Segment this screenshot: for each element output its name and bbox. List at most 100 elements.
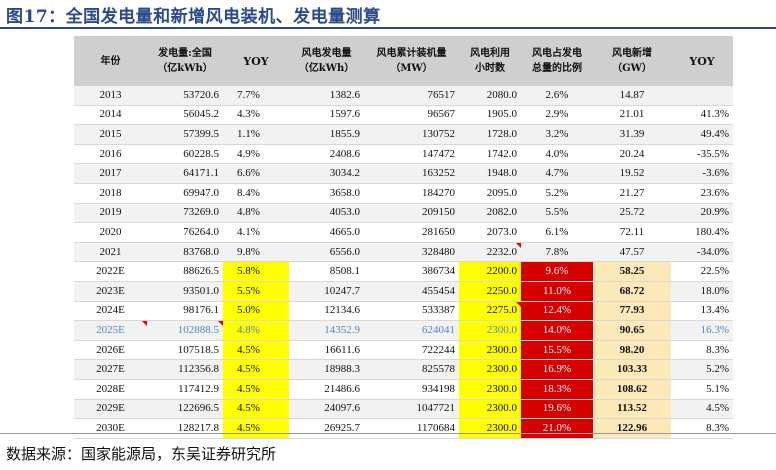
- wind-share-cell: 18.3%: [521, 379, 593, 400]
- cumulative-capacity-cell: 147472: [364, 144, 459, 165]
- generation-yoy-cell: 6.6%: [223, 163, 289, 184]
- table-row: 2015 57399.5 1.1% 1855.9 130752 1728.0 3.2% 31.…: [74, 124, 733, 145]
- generation-cell: 83768.0: [147, 242, 223, 263]
- utilization-hours-cell: 2300.0: [459, 320, 521, 341]
- utilization-hours-cell: 2082.0: [459, 203, 521, 224]
- header-generation-yoy: YOY: [223, 36, 289, 86]
- generation-yoy-cell: 4.3%: [223, 105, 289, 126]
- new-capacity-cell: 14.87: [593, 86, 671, 106]
- generation-cell: 57399.5: [147, 124, 223, 145]
- generation-cell: 112356.8: [147, 359, 223, 380]
- generation-cell: 98176.1: [147, 301, 223, 322]
- new-capacity-yoy-cell: -34.0%: [671, 242, 733, 263]
- wind-generation-cell: 21486.6: [289, 379, 364, 400]
- generation-cell: 73269.0: [147, 203, 223, 224]
- generation-yoy-cell: 4.5%: [223, 418, 289, 439]
- new-capacity-yoy-cell: 180.4%: [671, 222, 733, 243]
- wind-generation-cell: 16611.6: [289, 340, 364, 361]
- year-cell: 2017: [74, 163, 147, 184]
- wind-generation-cell: 1382.6: [289, 86, 364, 106]
- wind-share-cell: 19.6%: [521, 399, 593, 420]
- new-capacity-yoy-cell: [671, 86, 733, 106]
- header-wind-generation: 风电发电量 （亿kWh）: [289, 36, 364, 86]
- comment-marker: [142, 321, 147, 327]
- header-wind-cumulative-capacity: 风电累计装机量 （MW）: [364, 36, 459, 86]
- generation-yoy-cell: 4.8%: [223, 203, 289, 224]
- new-capacity-yoy-cell: 8.3%: [671, 340, 733, 361]
- new-capacity-cell: 77.93: [593, 301, 671, 322]
- new-capacity-cell: 58.25: [593, 261, 671, 282]
- year-cell: 2024E: [74, 301, 147, 322]
- year-cell: 2023E: [74, 281, 147, 302]
- wind-generation-cell: 6556.0: [289, 242, 364, 263]
- wind-share-cell: 3.2%: [521, 124, 593, 145]
- header-national-generation: 发电量:全国 （亿kWh）: [147, 36, 223, 86]
- table-row: 2014 56045.2 4.3% 1597.6 96567 1905.0 2.9% 21.0…: [74, 105, 733, 126]
- wind-generation-cell: 10247.7: [289, 281, 364, 302]
- table-row: 2019 73269.0 4.8% 4053.0 209150 2082.0 5.5% 25.…: [74, 203, 733, 224]
- wind-generation-cell: 3034.2: [289, 163, 364, 184]
- wind-share-cell: 12.4%: [521, 301, 593, 322]
- source-note: 数据来源：国家能源局，东吴证券研究所: [6, 445, 277, 463]
- table-row: 2013 53720.6 7.7% 1382.6 76517 2080.0 2.6% 14.8…: [74, 86, 733, 106]
- year-cell: 2028E: [74, 379, 147, 400]
- year-cell: 2020: [74, 222, 147, 243]
- new-capacity-yoy-cell: 8.3%: [671, 418, 733, 439]
- new-capacity-yoy-cell: 22.5%: [671, 261, 733, 282]
- generation-yoy-cell: 9.8%: [223, 242, 289, 263]
- new-capacity-cell: 21.01: [593, 105, 671, 126]
- generation-yoy-cell: 4.5%: [223, 359, 289, 380]
- year-cell: 2018: [74, 183, 147, 204]
- cumulative-capacity-cell: 76517: [364, 86, 459, 106]
- wind-generation-cell: 14352.9: [289, 320, 364, 341]
- table-row: 2024E 98176.1 5.0% 12134.6 533387 2275.0 12.4%…: [74, 301, 733, 322]
- new-capacity-cell: 31.39: [593, 124, 671, 145]
- cumulative-capacity-cell: 825578: [364, 359, 459, 380]
- cumulative-capacity-cell: 184270: [364, 183, 459, 204]
- year-cell: 2026E: [74, 340, 147, 361]
- wind-share-cell: 21.0%: [521, 418, 593, 439]
- year-cell: 2029E: [74, 399, 147, 420]
- new-capacity-cell: 90.65: [593, 320, 671, 341]
- header-new-capacity-yoy: YOY: [671, 36, 733, 86]
- cumulative-capacity-cell: 96567: [364, 105, 459, 126]
- year-cell: 2019: [74, 203, 147, 224]
- new-capacity-cell: 21.27: [593, 183, 671, 204]
- generation-yoy-cell: 4.8%: [223, 320, 289, 341]
- new-capacity-yoy-cell: 20.9%: [671, 203, 733, 224]
- generation-yoy-cell: 1.1%: [223, 124, 289, 145]
- wind-power-table: 年份 发电量:全国 （亿kWh） YOY 风电发电量 （亿kWh） 风电累计装机量（…: [74, 36, 733, 439]
- cumulative-capacity-cell: 130752: [364, 124, 459, 145]
- generation-yoy-cell: 5.0%: [223, 301, 289, 322]
- wind-generation-cell: 1597.6: [289, 105, 364, 126]
- new-capacity-cell: 103.33: [593, 359, 671, 380]
- cumulative-capacity-cell: 281650: [364, 222, 459, 243]
- wind-share-cell: 7.8%: [521, 242, 593, 263]
- wind-share-cell: 16.9%: [521, 359, 593, 380]
- wind-generation-cell: 4665.0: [289, 222, 364, 243]
- new-capacity-cell: 108.62: [593, 379, 671, 400]
- utilization-hours-cell: 2200.0: [459, 261, 521, 282]
- utilization-hours-cell: 1905.0: [459, 105, 521, 126]
- table-row: 2030E 128217.8 4.5% 26925.7 1170684 2300.0 21.…: [74, 418, 733, 439]
- wind-generation-cell: 12134.6: [289, 301, 364, 322]
- figure-title: 图17：全国发电量和新增风电装机、发电量测算: [6, 7, 381, 27]
- comment-marker: [218, 321, 223, 327]
- generation-cell: 102888.5: [147, 320, 223, 341]
- year-cell: 2013: [74, 86, 147, 106]
- generation-yoy-cell: 8.4%: [223, 183, 289, 204]
- cumulative-capacity-cell: 934198: [364, 379, 459, 400]
- utilization-hours-cell: 2300.0: [459, 379, 521, 400]
- generation-cell: 128217.8: [147, 418, 223, 439]
- generation-yoy-cell: 7.7%: [223, 86, 289, 106]
- utilization-hours-cell: 2232.0: [459, 242, 521, 263]
- header-wind-share: 风电占发电 总量的比例: [521, 36, 593, 86]
- new-capacity-yoy-cell: 23.6%: [671, 183, 733, 204]
- generation-cell: 88626.5: [147, 261, 223, 282]
- generation-cell: 117412.9: [147, 379, 223, 400]
- generation-cell: 69947.0: [147, 183, 223, 204]
- wind-generation-cell: 24097.6: [289, 399, 364, 420]
- cumulative-capacity-cell: 722244: [364, 340, 459, 361]
- cumulative-capacity-cell: 328480: [364, 242, 459, 263]
- table-row: 2018 69947.0 8.4% 3658.0 184270 2095.0 5.2% 21.…: [74, 183, 733, 204]
